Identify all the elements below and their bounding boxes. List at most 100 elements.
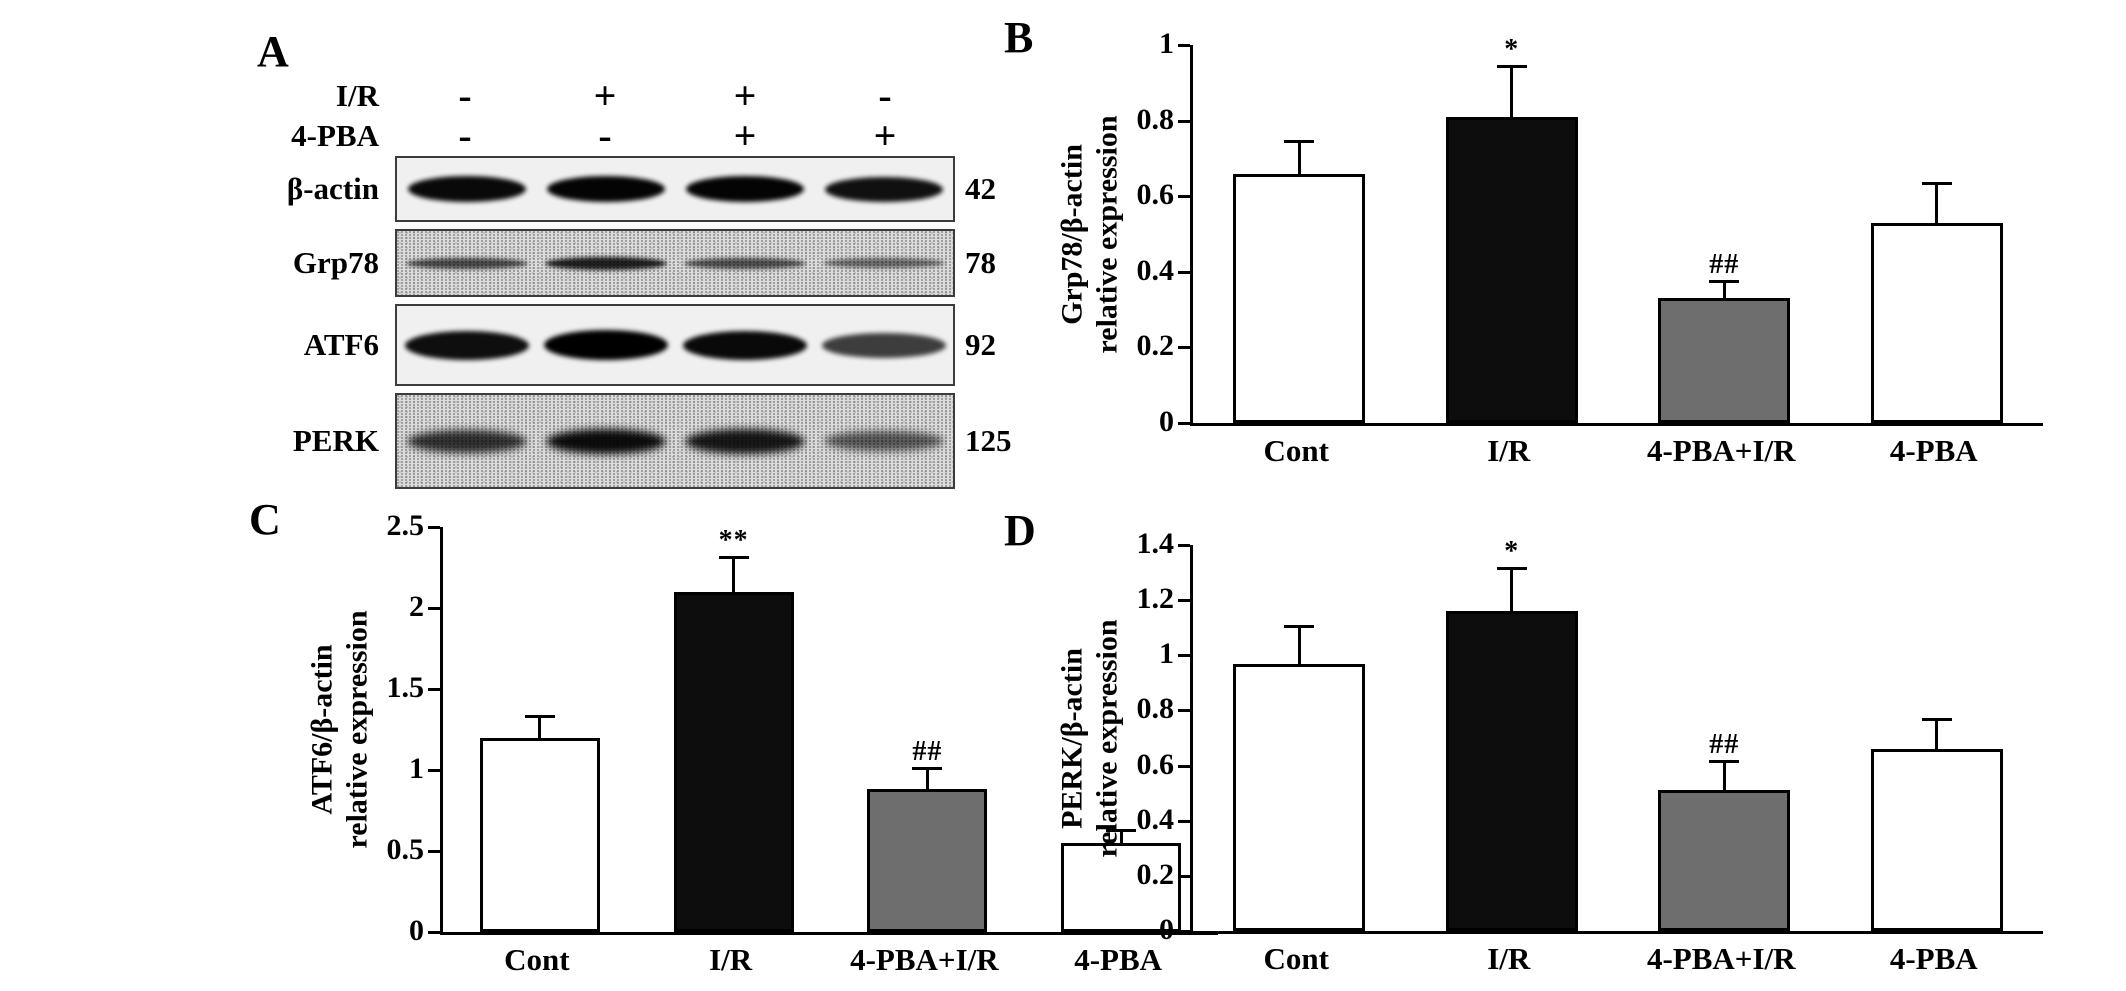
blot-band [543, 330, 668, 360]
panel-c-label: C [249, 495, 282, 544]
blot-image [395, 393, 955, 489]
x-tick-label: 4-PBA+I/R [850, 942, 999, 977]
error-bar-cap [1284, 624, 1315, 628]
x-tick-label: 4-PBA+I/R [1646, 433, 1796, 468]
significance-annotation: ## [1709, 728, 1740, 760]
significance-annotation: ## [1709, 249, 1740, 281]
blot-row-perk: PERK 125 [245, 393, 1065, 489]
molecular-weight-label: 92 [965, 327, 996, 362]
treatment-label: 4-PBA [291, 118, 379, 153]
y-tick-mark [1178, 654, 1190, 658]
blot-band [405, 257, 528, 269]
y-tick-mark [1178, 544, 1190, 547]
x-tick-label: I/R [1487, 941, 1531, 976]
y-tick-mark [1178, 599, 1190, 603]
y-tick-label: 0 [409, 914, 424, 947]
y-tick-label: 0 [1159, 405, 1174, 438]
treatment-sign: + [733, 113, 757, 158]
x-tick-label: Cont [1263, 941, 1329, 976]
panel-d-chart-perk: D PERK/β-actin relative expression * ## 0 0.2 0… [1000, 503, 2110, 987]
error-bar-cap [1106, 828, 1137, 832]
y-tick-mark [428, 931, 440, 934]
bar-4-pba [1870, 749, 2003, 931]
y-tick-mark [1178, 346, 1190, 350]
x-tick-label: 4-PBA [1889, 941, 1978, 976]
y-axis-title-line: ATF6/β-actin [305, 644, 339, 815]
x-tick-label: 4-PBA [1074, 942, 1163, 977]
bar-cont [1233, 663, 1366, 931]
y-tick-mark [1178, 195, 1190, 199]
error-bar [1297, 143, 1301, 174]
error-bar-cap [1709, 280, 1740, 284]
error-bar-cap [1921, 181, 1952, 185]
blot-band [404, 330, 529, 360]
y-tick-mark [1178, 930, 1190, 933]
panel-b-chart-grp78: B Grp78/β-actin relative expression * ## 0 0.2… [1000, 10, 2110, 488]
blot-band [683, 257, 806, 269]
panel-b-label: B [1004, 13, 1035, 62]
bar-4-pba-i-r [1658, 298, 1791, 423]
treatment-sign: - [458, 113, 472, 158]
y-tick-mark [1178, 764, 1190, 768]
x-tick-label: I/R [709, 942, 753, 977]
treatment-sign: + [873, 113, 897, 158]
blot-rows: β-actin 42 Grp78 78 ATF6 92 PERK 125 [245, 156, 1065, 489]
error-bar-cap [912, 767, 943, 770]
error-bar [925, 770, 929, 790]
y-tick-label: 0.8 [1136, 102, 1175, 136]
y-tick-mark [428, 850, 440, 853]
error-bar-cap [1496, 566, 1527, 570]
blot-band [407, 176, 526, 202]
y-tick-label: 0.5 [386, 833, 425, 866]
treatment-rows: I/R - + + -4-PBA - - + + [245, 76, 1065, 156]
significance-annotation: ** [718, 525, 749, 557]
blot-band [824, 176, 943, 202]
y-tick-label: 1 [1159, 637, 1174, 671]
bar-4-pba-i-r [1658, 790, 1791, 931]
significance-annotation: * [1504, 535, 1520, 567]
bar-4-pba [1061, 842, 1182, 932]
error-bar [1935, 721, 1939, 750]
y-tick-mark [428, 688, 440, 691]
y-tick-label: 0.2 [1136, 857, 1175, 891]
y-tick-mark [1178, 709, 1190, 713]
y-tick-label: 2.5 [386, 509, 425, 542]
treatment-sign: - [598, 113, 612, 158]
error-bar-cap [718, 556, 749, 560]
blot-band [685, 176, 804, 202]
bar-4-pba-i-r [867, 789, 988, 932]
error-bar-cap [1921, 718, 1952, 722]
y-tick-label: 0.8 [1136, 692, 1175, 726]
protein-label: Grp78 [292, 245, 379, 280]
bar-i-r [1445, 611, 1578, 931]
y-tick-label: 0.2 [1136, 329, 1175, 363]
treatment-sign: - [878, 73, 892, 118]
y-tick-label: 0.4 [1136, 802, 1175, 836]
blot-image [395, 229, 955, 297]
panel-a-label: A [257, 27, 290, 76]
blot-image [395, 156, 955, 222]
blot-band [684, 428, 805, 454]
y-tick-label: 0.4 [1136, 253, 1175, 287]
significance-annotation: * [1504, 33, 1520, 65]
y-tick-mark [1178, 422, 1190, 425]
error-bar-cap [1496, 64, 1527, 68]
y-tick-label: 1.4 [1136, 527, 1175, 560]
error-bar-cap [524, 715, 555, 719]
y-tick-mark [1178, 44, 1190, 47]
protein-label: β-actin [286, 171, 379, 206]
y-tick-mark [1178, 874, 1190, 878]
y-tick-label: 1.2 [1136, 582, 1175, 616]
protein-label: PERK [292, 423, 379, 458]
error-bar [1119, 831, 1123, 843]
y-tick-label: 0.6 [1136, 747, 1175, 781]
error-bar [732, 559, 736, 592]
plot-area: ** ## [440, 527, 1218, 935]
x-tick-label: 4-PBA [1889, 433, 1978, 468]
y-tick-mark [1178, 819, 1190, 823]
y-tick-mark [428, 607, 440, 610]
treatment-row-4-pba: 4-PBA - - + + [245, 116, 1065, 156]
molecular-weight-label: 78 [965, 245, 996, 280]
blot-band [822, 258, 945, 268]
y-axis-title-line: relative expression [1090, 114, 1123, 354]
